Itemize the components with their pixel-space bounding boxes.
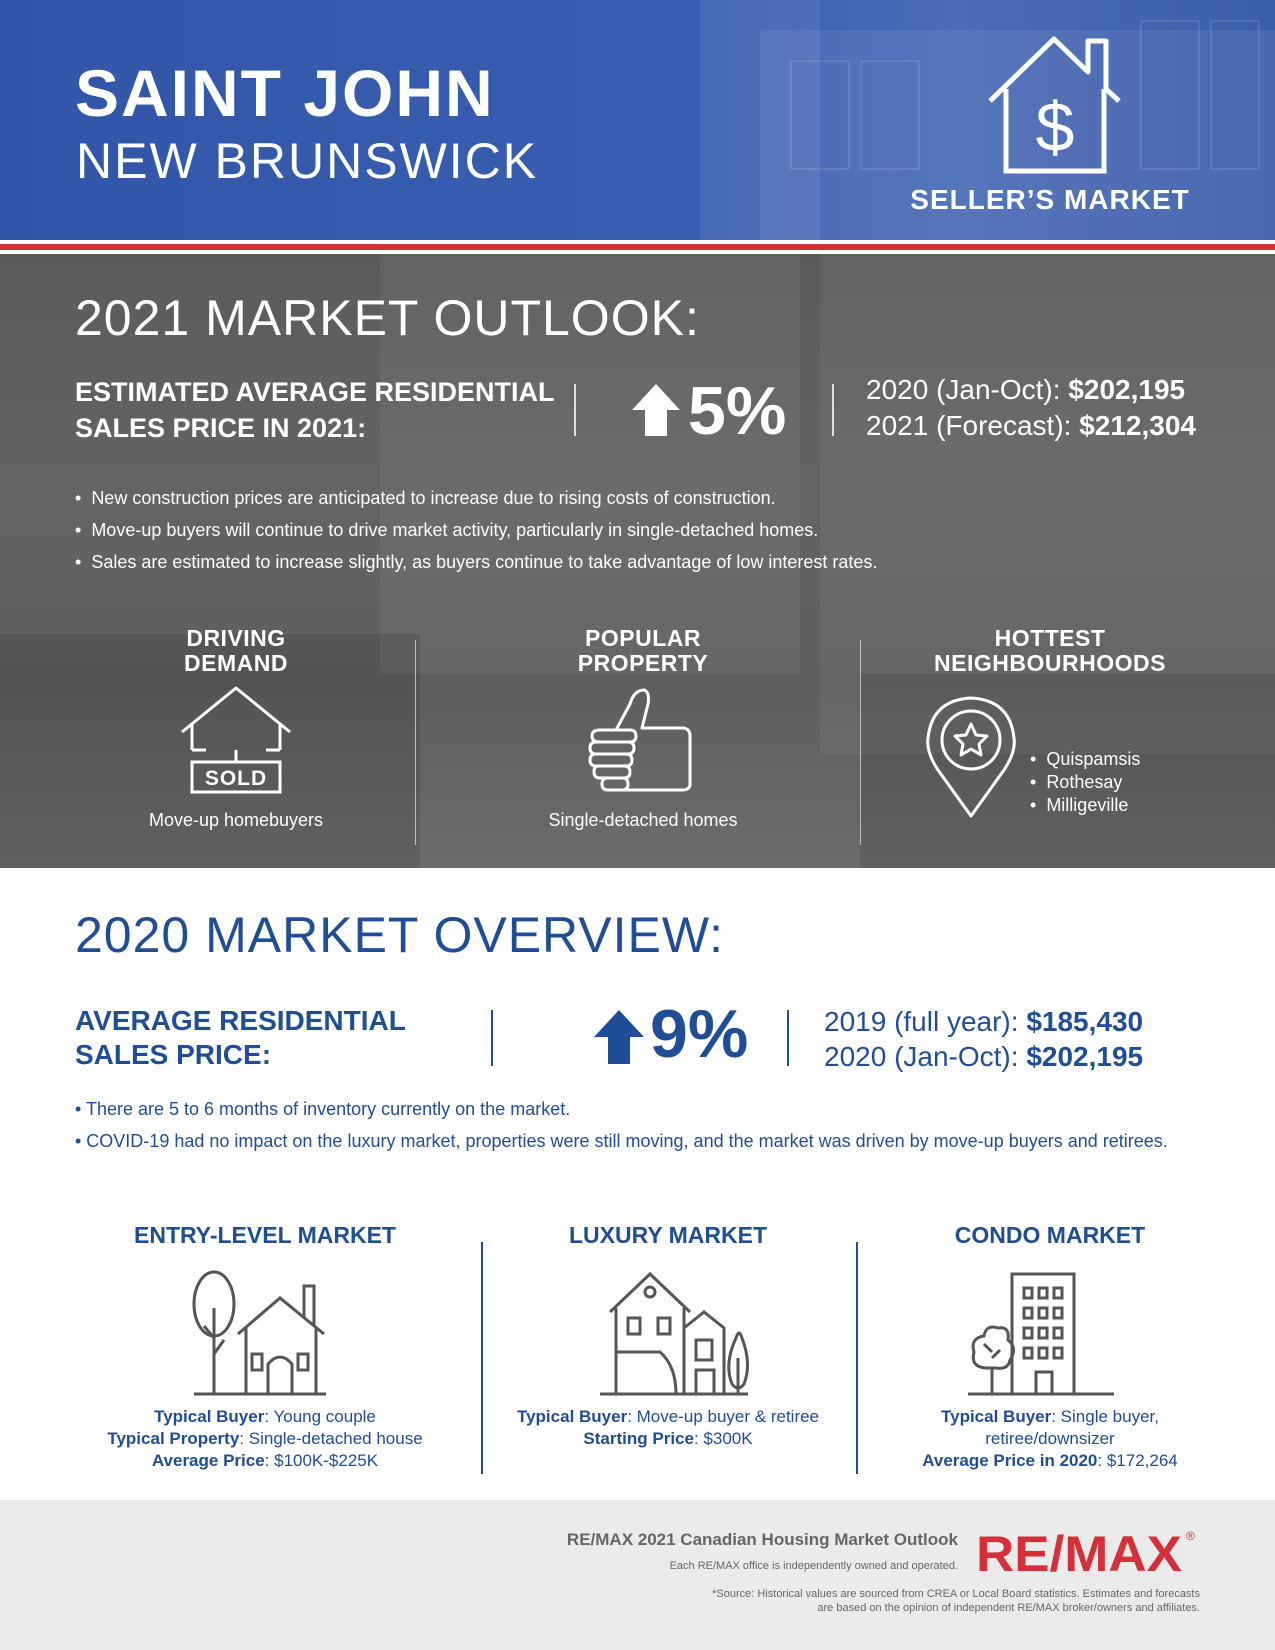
city-title: SAINT JOHN xyxy=(75,56,495,130)
label-line: SALES PRICE: xyxy=(75,1039,272,1070)
average-price-label: AVERAGE RESIDENTIAL SALES PRICE: xyxy=(75,1004,475,1072)
driving-demand-heading: DRIVING DEMAND xyxy=(136,626,336,676)
heading-line: DRIVING xyxy=(186,625,286,651)
sold-house-icon: SOLD xyxy=(181,686,291,794)
list-item: Quispamsis xyxy=(1030,748,1140,771)
house-tree-icon xyxy=(192,1270,326,1396)
outlook-bullets: New construction prices are anticipated … xyxy=(75,482,877,578)
stripe-white xyxy=(0,240,1275,244)
driving-demand-caption: Move-up homebuyers xyxy=(148,810,324,830)
neighbourhood-list: Quispamsis Rothesay Milligeville xyxy=(1030,748,1140,817)
entry-level-info: Typical Buyer: Young couple Typical Prop… xyxy=(70,1406,460,1472)
divider xyxy=(832,384,834,436)
price-2021-value: $212,304 xyxy=(1079,410,1196,441)
luxury-house-icon xyxy=(600,1271,749,1396)
heading-line: DEMAND xyxy=(184,650,288,676)
condo-building-icon xyxy=(968,1272,1114,1396)
popular-property-caption: Single-detached homes xyxy=(548,810,738,830)
logo-registered-mark: ® xyxy=(1186,1529,1195,1543)
up-arrow-icon xyxy=(632,384,680,436)
info-key: Typical Buyer xyxy=(154,1407,265,1426)
overview-prices: 2019 (full year): $185,430 2020 (Jan-Oct… xyxy=(824,1004,1143,1074)
price-2020-label: 2020 (Jan-Oct): xyxy=(824,1041,1019,1072)
sold-sign-text: SOLD xyxy=(205,767,267,790)
condo-info: Typical Buyer: Single buyer, retiree/dow… xyxy=(880,1406,1220,1472)
stripe-white-lower xyxy=(0,250,1275,254)
info-key: Starting Price xyxy=(583,1429,694,1448)
info-value: : $300K xyxy=(693,1429,753,1448)
outlook-prices: 2020 (Jan-Oct): $202,195 2021 (Forecast)… xyxy=(866,372,1196,444)
list-item: Sales are estimated to increase slightly… xyxy=(75,546,877,578)
info-key: Typical Buyer xyxy=(516,1407,628,1426)
heading-line: POPULAR xyxy=(585,625,701,651)
divider xyxy=(856,1242,858,1474)
info-value: : Move-up buyer & retiree xyxy=(627,1407,820,1426)
label-line: AVERAGE RESIDENTIAL xyxy=(75,1005,406,1036)
up-arrow-icon xyxy=(594,1010,644,1064)
info-value: : Single-detached house xyxy=(239,1429,423,1448)
info-value: : Young couple xyxy=(264,1407,376,1426)
outlook-title: 2021 MARKET OUTLOOK: xyxy=(75,290,700,346)
market-type-label: SELLER’S MARKET xyxy=(910,184,1190,215)
info-key: Typical Property xyxy=(107,1429,240,1448)
source-line: *Source: Historical values are sourced f… xyxy=(712,1588,1200,1600)
map-pin-star-icon xyxy=(926,696,1016,818)
heading-line: HOTTEST xyxy=(994,625,1106,651)
condo-heading: CONDO MARKET xyxy=(954,1222,1146,1248)
info-value: : $172,264 xyxy=(1097,1451,1178,1470)
house-dollar-icon: $ xyxy=(988,36,1121,174)
stripe-red xyxy=(0,244,1275,250)
price-2020-value: $202,195 xyxy=(1068,374,1186,405)
estimated-price-label: ESTIMATED AVERAGE RESIDENTIAL SALES PRIC… xyxy=(75,377,555,443)
luxury-heading: LUXURY MARKET xyxy=(568,1222,768,1248)
footer: RE/MAX 2021 Canadian Housing Market Outl… xyxy=(0,1500,1275,1650)
forecast-change-percent: 5% xyxy=(688,373,787,449)
list-item: • COVID-19 had no impact on the luxury m… xyxy=(75,1131,1168,1151)
info-key: Average Price in 2020 xyxy=(922,1451,1098,1470)
heading-line: PROPERTY xyxy=(577,650,709,676)
divider xyxy=(574,384,576,436)
footer-source: *Source: Historical values are sourced f… xyxy=(580,1587,1200,1615)
overview-change-percent: 9% xyxy=(650,996,749,1072)
outlook-section: 2021 MARKET OUTLOOK: ESTIMATED AVERAGE R… xyxy=(0,254,1275,868)
overview-title: 2020 MARKET OVERVIEW: xyxy=(75,907,725,963)
footer-title: RE/MAX 2021 Canadian Housing Market Outl… xyxy=(566,1530,958,1549)
divider xyxy=(491,1010,493,1066)
footer-disclaimer: Each RE/MAX office is independently owne… xyxy=(669,1560,958,1572)
thumbs-up-icon xyxy=(588,688,692,792)
price-2019-label: 2019 (full year): xyxy=(824,1006,1019,1037)
divider xyxy=(860,640,861,845)
header-banner: SAINT JOHN NEW BRUNSWICK $ SELLER’S MARK… xyxy=(0,0,1275,240)
price-2020-label: 2020 (Jan-Oct): xyxy=(866,374,1061,405)
popular-property-heading: POPULAR PROPERTY xyxy=(543,626,743,676)
price-2019-value: $185,430 xyxy=(1026,1006,1144,1037)
heading-line: NEIGHBOURHOODS xyxy=(934,650,1166,676)
logo-text: RE/MAX xyxy=(976,1526,1182,1578)
info-value: : Single buyer, xyxy=(1051,1407,1159,1426)
list-item: Milligeville xyxy=(1030,794,1140,817)
info-value: : $100K-$225K xyxy=(264,1451,379,1470)
list-item: Move-up buyers will continue to drive ma… xyxy=(75,514,877,546)
entry-level-heading: ENTRY-LEVEL MARKET xyxy=(134,1222,396,1248)
hottest-neighbourhoods-heading: HOTTEST NEIGHBOURHOODS xyxy=(900,626,1200,676)
luxury-info: Typical Buyer: Move-up buyer & retiree S… xyxy=(498,1406,838,1450)
divider xyxy=(481,1242,483,1474)
list-item: New construction prices are anticipated … xyxy=(75,482,877,514)
overview-notes: • There are 5 to 6 months of inventory c… xyxy=(75,1097,1195,1161)
info-value: retiree/downsizer xyxy=(985,1429,1115,1448)
divider xyxy=(787,1010,789,1066)
info-key: Average Price xyxy=(151,1451,265,1470)
info-key: Typical Buyer xyxy=(941,1407,1052,1426)
remax-logo: RE/MAX ® xyxy=(976,1526,1195,1578)
source-line: are based on the opinion of independent … xyxy=(817,1602,1200,1614)
price-2021-label: 2021 (Forecast): xyxy=(866,410,1072,441)
list-item: • There are 5 to 6 months of inventory c… xyxy=(75,1099,571,1119)
list-item: Rothesay xyxy=(1030,771,1140,794)
divider xyxy=(415,640,416,845)
svg-text:$: $ xyxy=(1036,88,1075,166)
province-title: NEW BRUNSWICK xyxy=(76,133,539,189)
price-2020-value: $202,195 xyxy=(1026,1041,1144,1072)
